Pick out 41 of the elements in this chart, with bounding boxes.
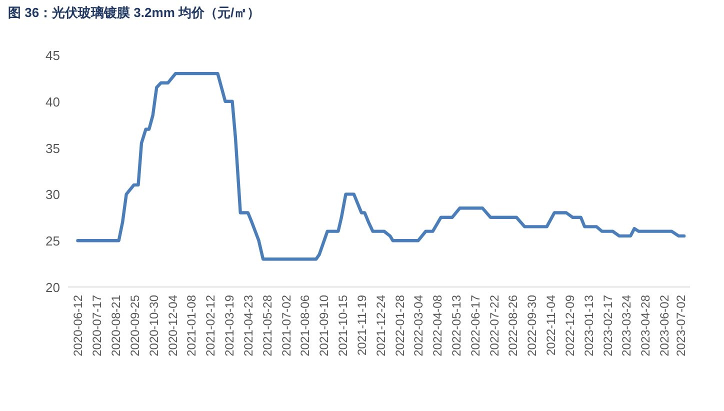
x-tick-label: 2022-03-04 xyxy=(412,294,426,356)
x-tick-label: 2021-08-06 xyxy=(298,294,312,356)
x-tick-label: 2021-01-08 xyxy=(184,294,199,356)
x-tick-label: 2021-04-23 xyxy=(241,294,256,356)
x-tick-label: 2023-01-13 xyxy=(582,294,596,356)
chart-title: 图 36：光伏玻璃镀膜 3.2mm 均价（元/㎡） xyxy=(8,5,260,20)
x-tick-label: 2021-05-28 xyxy=(260,294,274,356)
y-tick-label: 40 xyxy=(46,94,60,110)
y-tick-label: 45 xyxy=(46,48,60,63)
x-tick-label: 2020-08-21 xyxy=(109,294,124,356)
x-tick-label: 2022-07-22 xyxy=(487,294,502,356)
x-tick-label: 2022-08-26 xyxy=(506,294,520,356)
y-tick-label: 35 xyxy=(46,140,60,156)
y-tick-label: 30 xyxy=(46,187,60,202)
x-tick-label: 2023-04-28 xyxy=(638,294,653,356)
x-tick-label: 2021-11-19 xyxy=(354,294,369,356)
x-tick-label: 2021-07-02 xyxy=(279,294,294,356)
x-tick-label: 2020-10-30 xyxy=(146,294,161,356)
x-tick-label: 2020-09-25 xyxy=(128,294,142,356)
x-tick-label: 2022-06-17 xyxy=(468,294,482,356)
x-tick-label: 2023-02-17 xyxy=(600,294,615,356)
x-tick-label: 2021-03-19 xyxy=(222,294,237,356)
x-tick-label: 2023-06-02 xyxy=(658,294,672,356)
x-tick-label: 2020-06-12 xyxy=(71,294,86,356)
x-tick-label: 2021-09-10 xyxy=(317,294,332,356)
x-tick-label: 2021-10-15 xyxy=(336,294,350,356)
line-series xyxy=(76,72,686,261)
y-tick-label: 25 xyxy=(46,234,60,249)
x-tick-label: 2021-02-12 xyxy=(204,294,218,356)
x-tick-label: 2020-12-04 xyxy=(166,294,180,356)
y-tick-label: 20 xyxy=(46,280,60,295)
x-tick-label: 2021-12-24 xyxy=(374,294,388,356)
x-tick-label: 2020-07-17 xyxy=(90,294,104,356)
x-tick-label: 2022-01-28 xyxy=(392,294,407,356)
x-tick-label: 2022-11-04 xyxy=(544,294,558,356)
x-tick-label: 2023-07-02 xyxy=(674,294,688,356)
x-tick-label: 2022-04-08 xyxy=(430,294,445,356)
x-tick-label: 2022-05-13 xyxy=(450,294,464,356)
x-tick-label: 2023-03-24 xyxy=(620,294,634,356)
x-tick-label: 2022-12-09 xyxy=(562,294,577,356)
x-tick-label: 2022-09-30 xyxy=(525,294,540,356)
